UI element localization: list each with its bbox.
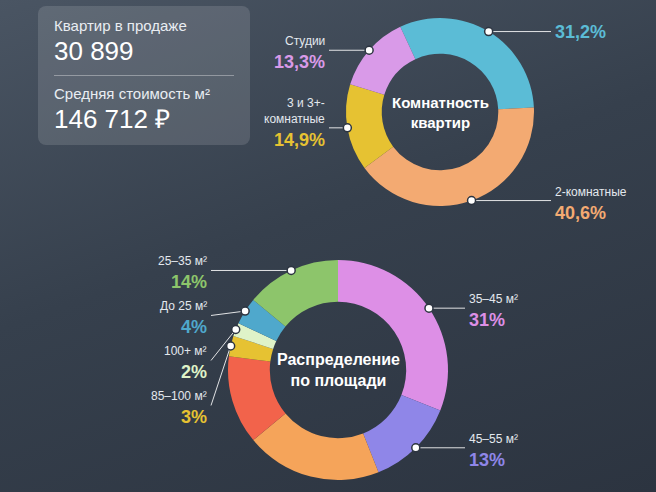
svg-text:45–55 м²: 45–55 м² bbox=[469, 432, 518, 446]
svg-text:13%: 13% bbox=[469, 450, 505, 470]
svg-text:35–45 м²: 35–45 м² bbox=[469, 292, 518, 306]
html-text:Квартир в продаже: Квартир в продаже bbox=[54, 17, 187, 34]
svg-text:2-комнатные: 2-комнатные bbox=[555, 185, 627, 199]
svg-text:Комнатностьквартир: Комнатностьквартир bbox=[392, 94, 489, 131]
svg-text:25–35 м²: 25–35 м² bbox=[158, 254, 207, 268]
svg-text:40,6%: 40,6% bbox=[555, 203, 606, 223]
svg-text:13,3%: 13,3% bbox=[274, 52, 325, 72]
html-text:Средняя стоимость м²: Средняя стоимость м² bbox=[54, 85, 210, 102]
html-text:30 899: 30 899 bbox=[54, 36, 134, 66]
svg-text:4%: 4% bbox=[181, 317, 207, 337]
svg-text:Студии: Студии bbox=[285, 34, 325, 48]
svg-text:Распределениепо площади: Распределениепо площади bbox=[277, 351, 400, 389]
svg-text:100+ м²: 100+ м² bbox=[164, 344, 207, 358]
svg-text:2%: 2% bbox=[181, 362, 207, 382]
svg-text:14%: 14% bbox=[171, 272, 207, 292]
svg-text:85–100 м²: 85–100 м² bbox=[151, 389, 207, 403]
svg-text:14,9%: 14,9% bbox=[274, 130, 325, 150]
svg-text:До 25 м²: До 25 м² bbox=[160, 299, 207, 313]
svg-text:3 и 3+-комнатные: 3 и 3+-комнатные bbox=[264, 96, 325, 126]
svg-text:31,2%: 31,2% bbox=[555, 22, 606, 42]
svg-text:3%: 3% bbox=[181, 407, 207, 427]
svg-text:31%: 31% bbox=[469, 310, 505, 330]
html-text:146 712 ₽: 146 712 ₽ bbox=[54, 104, 171, 134]
